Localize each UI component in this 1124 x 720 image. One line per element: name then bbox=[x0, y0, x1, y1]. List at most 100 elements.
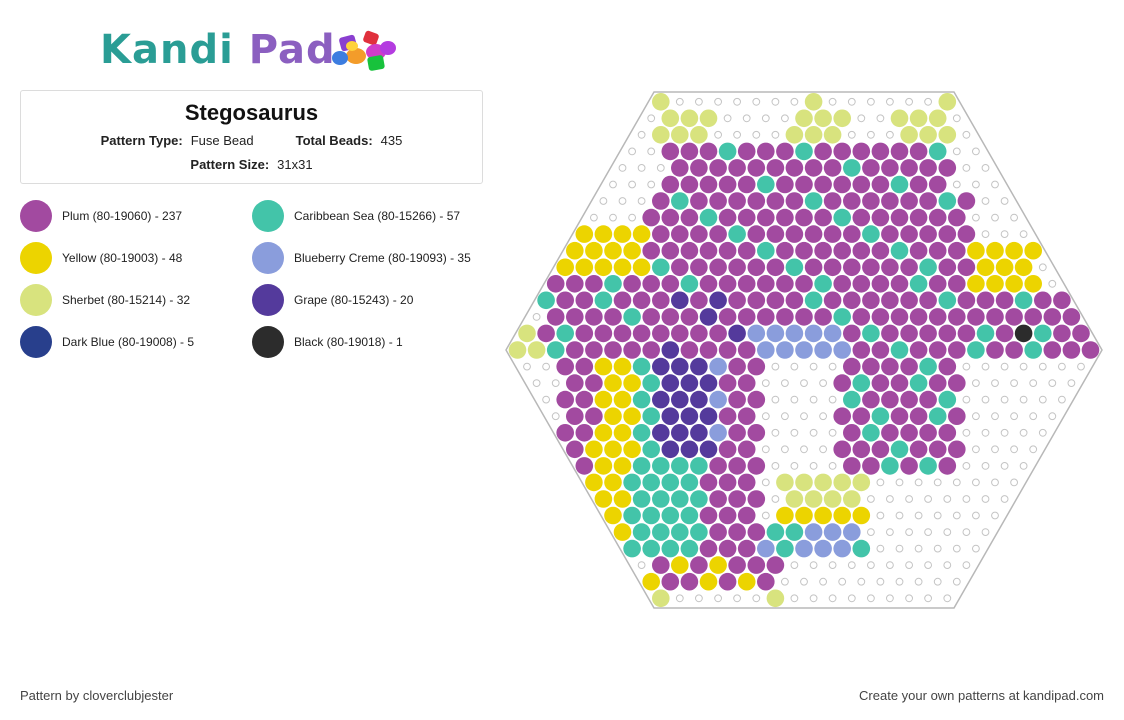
pattern-author-credit[interactable]: Pattern by cloverclubjester bbox=[20, 688, 174, 703]
empty-peg bbox=[599, 197, 608, 205]
bead bbox=[661, 109, 680, 128]
empty-peg bbox=[905, 561, 914, 570]
bead bbox=[871, 175, 890, 194]
bead bbox=[881, 390, 899, 409]
empty-peg bbox=[905, 495, 914, 503]
bead bbox=[900, 291, 918, 310]
bead bbox=[508, 341, 527, 359]
empty-peg bbox=[1019, 230, 1028, 239]
empty-peg bbox=[628, 147, 637, 156]
bead bbox=[546, 341, 565, 359]
bead bbox=[718, 341, 737, 359]
bead bbox=[909, 109, 928, 128]
bead bbox=[766, 258, 785, 277]
bead bbox=[632, 291, 651, 310]
total-beads-value: 435 bbox=[380, 133, 403, 148]
bead bbox=[890, 341, 909, 359]
bead bbox=[776, 341, 794, 359]
bead bbox=[900, 159, 918, 177]
bead bbox=[699, 341, 718, 359]
empty-peg bbox=[1010, 379, 1019, 388]
bead bbox=[613, 324, 632, 343]
bead bbox=[709, 523, 727, 541]
bead bbox=[928, 175, 947, 194]
bead bbox=[852, 374, 871, 392]
bead bbox=[919, 258, 937, 277]
empty-peg bbox=[933, 478, 942, 487]
bead bbox=[766, 523, 785, 541]
bead bbox=[766, 556, 785, 574]
bead-pattern-board[interactable] bbox=[504, 90, 1104, 612]
bead bbox=[833, 440, 851, 459]
empty-peg bbox=[1038, 263, 1047, 272]
empty-peg bbox=[809, 594, 818, 603]
bead bbox=[661, 374, 680, 392]
bead bbox=[709, 258, 727, 277]
bead bbox=[575, 457, 594, 475]
empty-peg bbox=[981, 362, 990, 371]
bead bbox=[623, 440, 641, 459]
empty-peg bbox=[924, 97, 933, 106]
bead bbox=[546, 275, 565, 293]
empty-peg bbox=[1010, 412, 1019, 421]
bead bbox=[680, 275, 699, 293]
kandipad-logo[interactable]: Kandi Pad bbox=[100, 26, 410, 78]
create-patterns-link[interactable]: Create your own patterns at kandipad.com bbox=[859, 688, 1104, 703]
empty-peg bbox=[886, 594, 894, 603]
bead bbox=[919, 424, 937, 442]
bead bbox=[862, 424, 880, 442]
empty-peg bbox=[1000, 230, 1009, 239]
bead bbox=[642, 539, 660, 558]
bead bbox=[661, 275, 680, 293]
empty-peg bbox=[551, 412, 560, 421]
bead bbox=[709, 159, 727, 177]
empty-peg bbox=[1019, 362, 1028, 371]
bead bbox=[986, 241, 1004, 260]
bead bbox=[900, 424, 918, 442]
bead bbox=[671, 324, 689, 343]
bead bbox=[804, 192, 823, 210]
bead bbox=[823, 291, 842, 310]
bead bbox=[613, 258, 632, 277]
bead bbox=[709, 390, 727, 409]
bead bbox=[928, 142, 947, 161]
empty-peg bbox=[981, 230, 990, 239]
empty-peg bbox=[618, 164, 627, 172]
empty-peg bbox=[532, 379, 541, 388]
bead bbox=[833, 506, 851, 525]
bead bbox=[785, 324, 804, 343]
bead bbox=[604, 308, 622, 326]
bead bbox=[843, 424, 861, 442]
empty-peg bbox=[972, 544, 980, 553]
bead bbox=[967, 241, 985, 260]
bead bbox=[747, 225, 766, 243]
bead bbox=[757, 308, 775, 326]
empty-peg bbox=[952, 478, 961, 487]
bead bbox=[986, 308, 1004, 326]
empty-peg bbox=[895, 478, 904, 487]
bead bbox=[1024, 241, 1042, 260]
empty-peg bbox=[905, 594, 914, 603]
bead bbox=[642, 241, 660, 260]
bead bbox=[757, 572, 775, 591]
bead bbox=[585, 275, 603, 293]
bead bbox=[871, 341, 890, 359]
legend-item: Grape (80-15243) - 20 bbox=[252, 284, 413, 316]
empty-peg bbox=[867, 130, 875, 139]
bead bbox=[833, 539, 851, 558]
legend-label: Black (80-19018) - 1 bbox=[294, 335, 403, 349]
bead bbox=[556, 324, 574, 343]
empty-peg bbox=[972, 213, 980, 222]
bead bbox=[699, 175, 718, 194]
bead bbox=[671, 457, 689, 475]
empty-peg bbox=[828, 594, 837, 603]
bead bbox=[881, 258, 899, 277]
bead bbox=[661, 539, 680, 558]
empty-peg bbox=[962, 561, 971, 570]
bead bbox=[699, 308, 718, 326]
bead bbox=[652, 192, 670, 210]
bead bbox=[804, 258, 823, 277]
bead bbox=[652, 258, 670, 277]
bead bbox=[843, 390, 861, 409]
empty-peg bbox=[752, 594, 761, 603]
